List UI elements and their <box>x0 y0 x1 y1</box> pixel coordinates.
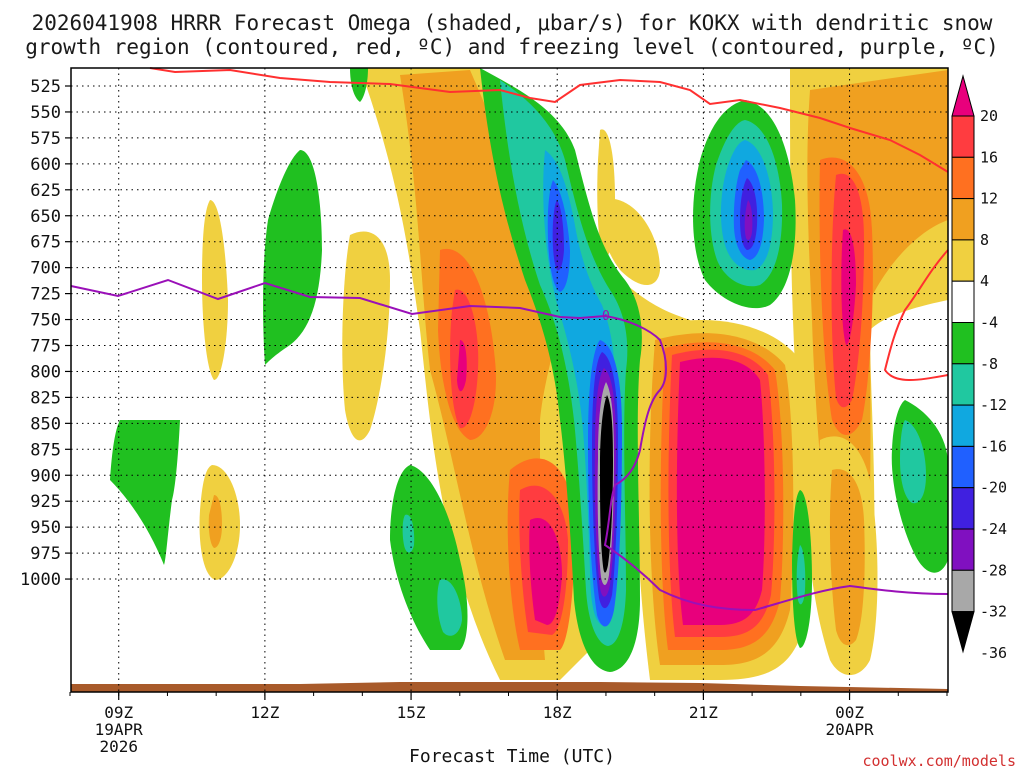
y-tick-label: 775 <box>30 337 61 357</box>
colorbar-cap-top <box>951 74 975 117</box>
y-tick-label: 550 <box>30 103 61 123</box>
omega-shade-purple-upper-right <box>744 200 753 240</box>
colorbar-label: -16 <box>980 437 1007 455</box>
x-tick-label: 21Z <box>689 703 718 722</box>
x-tick-label: 12Z <box>250 703 279 722</box>
y-axis-ticks: 525 550 575 600 625 650 675 700 725 750 775 800 825 8… <box>20 77 71 590</box>
omega-shade-orange-small-2 <box>208 495 222 548</box>
dgz-contour-top <box>149 67 949 173</box>
y-tick-label: 875 <box>30 440 61 460</box>
colorbar-label: -36 <box>980 644 1007 662</box>
colorbar-label: -24 <box>980 520 1007 538</box>
x-tick-date: 19APR <box>95 720 144 739</box>
colorbar: 20 16 12 8 4 -4 -8 -12 -16 -20 -24 -28 -32 -36 <box>951 74 1007 662</box>
colorbar-label: -32 <box>980 603 1007 621</box>
omega-shade-yellow-small-5 <box>599 198 660 285</box>
colorbar-swatch <box>951 487 975 530</box>
x-tick-date: 20APR <box>825 720 874 739</box>
omega-shade-magenta-center <box>457 340 467 392</box>
chart-title-line2: growth region (contoured, red, ºC) and f… <box>25 35 999 59</box>
y-tick-label: 925 <box>30 492 61 512</box>
y-tick-label: 900 <box>30 466 61 486</box>
x-tick-label: 18Z <box>543 703 572 722</box>
credit-text[interactable]: coolwx.com/models <box>862 752 1016 770</box>
omega-shade-black-updraft <box>600 395 613 573</box>
x-tick-label: 15Z <box>397 703 426 722</box>
y-tick-label: 800 <box>30 362 61 382</box>
colorbar-label: 20 <box>980 107 998 125</box>
omega-shade-teal-lower-right-1 <box>796 545 806 605</box>
colorbar-swatch <box>951 445 975 489</box>
colorbar-swatch <box>951 198 975 241</box>
colorbar-swatch <box>951 322 975 365</box>
omega-shade-teal-lower-right-2 <box>900 420 926 504</box>
colorbar-swatch <box>951 528 975 571</box>
y-tick-label: 825 <box>30 388 61 408</box>
omega-shade-magenta-right <box>676 357 765 625</box>
y-tick-label: 650 <box>30 207 61 227</box>
omega-shade-green-left-1 <box>110 420 180 565</box>
colorbar-label: 12 <box>980 190 998 208</box>
omega-shade-yellow-small-1 <box>202 200 228 380</box>
colorbar-label: 4 <box>980 272 989 290</box>
colorbar-swatch <box>951 569 975 613</box>
y-tick-label: 725 <box>30 285 61 305</box>
y-tick-label: 750 <box>30 311 61 331</box>
omega-shade-green-left-2 <box>263 150 322 365</box>
y-tick-label: 700 <box>30 259 61 279</box>
omega-shade-magenta-upper-right <box>841 229 856 345</box>
colorbar-label: -12 <box>980 396 1007 414</box>
omega-shade-orange-lower-right <box>829 469 865 646</box>
omega-shade-magenta-lower-center <box>529 518 562 625</box>
colorbar-swatch <box>951 156 975 200</box>
y-tick-label: 975 <box>30 544 61 564</box>
colorbar-swatch <box>951 239 975 282</box>
y-tick-label: 625 <box>30 181 61 201</box>
colorbar-swatch <box>951 363 975 406</box>
omega-shade-teal-lower-center <box>437 579 462 636</box>
y-tick-label: 600 <box>30 155 61 175</box>
omega-shade-darkblue-updraft-top <box>552 200 564 271</box>
colorbar-label: 16 <box>980 148 998 166</box>
colorbar-swatch <box>951 404 975 447</box>
x-tick-year: 2026 <box>99 737 138 756</box>
colorbar-swatch <box>951 280 975 324</box>
colorbar-cap-bottom <box>951 611 975 654</box>
freezing-level-label: 0 <box>602 309 610 324</box>
chart-title-line1: 2026041908 HRRR Forecast Omega (shaded, … <box>31 11 993 35</box>
colorbar-swatch <box>951 115 975 158</box>
colorbar-label: 8 <box>980 231 989 249</box>
dgz-contour-right <box>883 249 949 381</box>
ground-surface <box>71 682 948 692</box>
x-axis-label: Forecast Time (UTC) <box>409 746 615 767</box>
y-tick-label: 850 <box>30 414 61 434</box>
x-tick-label: 09Z <box>104 703 133 722</box>
omega-shade-green-top-left <box>350 68 368 102</box>
colorbar-label: -4 <box>980 314 998 332</box>
freezing-level-contour <box>70 278 949 612</box>
colorbar-label: -8 <box>980 355 998 373</box>
y-tick-label: 575 <box>30 129 61 149</box>
omega-shade-teal-lower-center-2 <box>402 514 415 553</box>
colorbar-label: -28 <box>980 561 1007 579</box>
y-tick-label: 950 <box>30 518 61 538</box>
y-tick-label: 525 <box>30 77 61 97</box>
y-tick-label: 1000 <box>20 570 61 590</box>
x-tick-label: 00Z <box>835 703 864 722</box>
plot-frame <box>70 67 949 693</box>
omega-shade-yellow-small-3 <box>342 231 390 441</box>
colorbar-label: -20 <box>980 479 1007 497</box>
y-tick-label: 675 <box>30 233 61 253</box>
